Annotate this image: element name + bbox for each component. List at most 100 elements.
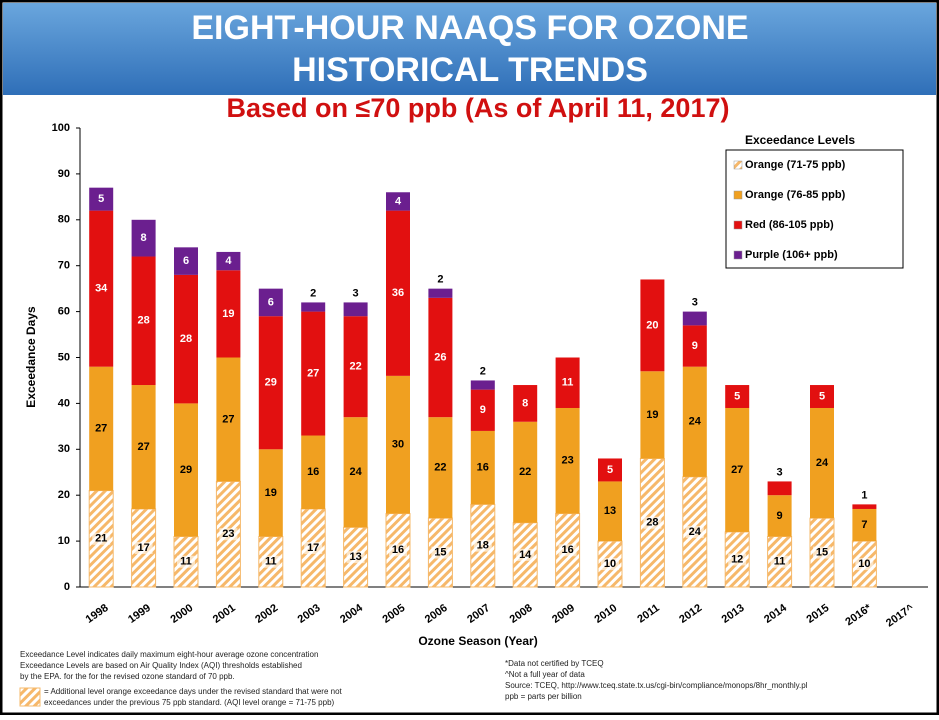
bar-segment xyxy=(682,366,707,477)
y-tick-label: 100 xyxy=(52,122,70,134)
data-label: 28 xyxy=(137,315,149,327)
data-label: 29 xyxy=(265,377,277,389)
label-bg xyxy=(685,525,704,538)
data-label: 22 xyxy=(434,462,446,474)
bar-segment xyxy=(216,357,241,482)
bar-segment xyxy=(386,375,410,514)
data-label: 16 xyxy=(392,544,404,556)
data-label: 15 xyxy=(434,546,446,558)
bar-segment xyxy=(301,311,326,436)
data-label: 4 xyxy=(225,255,232,267)
label-bg xyxy=(601,558,619,571)
data-label: 6 xyxy=(268,296,274,308)
data-label: 3 xyxy=(353,287,359,299)
y-tick-label: 10 xyxy=(58,535,70,547)
bar-segment xyxy=(258,449,283,537)
data-label: 27 xyxy=(95,423,107,435)
bar-segment xyxy=(258,288,283,317)
data-label: 11 xyxy=(180,556,192,568)
data-label: 9 xyxy=(777,510,783,522)
label-bg xyxy=(177,555,195,568)
label-bg xyxy=(92,532,111,545)
data-label: 3 xyxy=(692,297,698,309)
data-label: 2 xyxy=(437,274,443,286)
label-bg xyxy=(134,541,153,554)
data-label: 29 xyxy=(180,464,192,476)
data-label: 4 xyxy=(395,195,402,207)
data-label: 13 xyxy=(349,551,361,563)
data-label: 24 xyxy=(689,416,702,428)
bar-segment xyxy=(682,311,707,326)
bar-segment xyxy=(89,210,114,367)
data-label: 27 xyxy=(731,464,743,476)
data-label: 12 xyxy=(731,553,743,565)
bar-segment xyxy=(131,256,156,386)
bar-segment xyxy=(174,247,198,275)
footnote: = Additional level orange exceedance day… xyxy=(44,687,343,696)
bar-segment xyxy=(343,302,368,317)
data-label: 24 xyxy=(816,457,829,469)
bar-segment xyxy=(428,297,453,418)
footnotes: Exceedance Level indicates daily maximum… xyxy=(19,650,808,707)
data-label: 19 xyxy=(646,409,658,421)
data-label: 11 xyxy=(774,556,786,568)
data-label: 5 xyxy=(607,464,613,476)
legend-label: Purple (106+ ppb) xyxy=(745,249,838,261)
bar-segment xyxy=(470,389,495,431)
bar-segment xyxy=(301,302,326,312)
label-bg xyxy=(473,539,492,552)
data-label: 9 xyxy=(692,340,698,352)
data-label: 23 xyxy=(561,455,573,467)
bar-segment xyxy=(555,407,580,514)
data-label: 27 xyxy=(222,413,234,425)
x-axis-label: Ozone Season (Year) xyxy=(418,634,537,648)
bar-segment xyxy=(598,458,622,482)
title-line: HISTORICAL TRENDS xyxy=(292,51,648,89)
data-label: 14 xyxy=(519,549,532,561)
legend-label: Orange (71-75 ppb) xyxy=(745,159,846,171)
data-label: 18 xyxy=(477,540,489,552)
data-label: 15 xyxy=(816,546,828,558)
label-bg xyxy=(728,553,747,566)
data-label: 19 xyxy=(265,487,277,499)
bar-segment xyxy=(428,288,453,298)
legend-label: Red (86-105 ppb) xyxy=(745,219,834,231)
subtitle: Based on ≤70 ppb (As of April 11, 2017) xyxy=(227,93,730,123)
data-label: 23 xyxy=(222,528,234,540)
bar-segment xyxy=(852,508,877,542)
hatch-swatch xyxy=(19,687,41,707)
data-label: 19 xyxy=(222,308,234,320)
data-label: 16 xyxy=(307,466,319,478)
bar-segment xyxy=(428,417,453,519)
legend-box xyxy=(725,149,904,269)
bar-segment xyxy=(301,435,326,509)
footnote: Exceedance Level indicates daily maximum… xyxy=(20,650,318,659)
bar-segment xyxy=(640,371,665,459)
data-label: 16 xyxy=(477,462,489,474)
footnote: exceedances under the previous 75 ppb st… xyxy=(44,698,335,707)
label-bg xyxy=(770,555,789,568)
bar-segment xyxy=(555,357,580,408)
bar-segment xyxy=(131,385,156,509)
bar-segment xyxy=(852,504,877,509)
bar-segment xyxy=(386,192,410,211)
bar-segment xyxy=(810,407,834,519)
data-label: 7 xyxy=(861,519,867,531)
data-label: 2 xyxy=(480,365,486,377)
banner xyxy=(3,3,936,95)
y-tick-label: 80 xyxy=(58,214,70,226)
data-label: 11 xyxy=(562,377,574,389)
data-label: 9 xyxy=(480,404,486,416)
bar-segment xyxy=(470,430,495,505)
bar-segment xyxy=(216,251,241,271)
data-label: 13 xyxy=(604,505,616,517)
bar-segment xyxy=(131,219,156,257)
legend-label: Orange (76-85 ppb) xyxy=(745,189,846,201)
y-axis-label: Exceedance Days xyxy=(24,306,38,408)
data-label: 27 xyxy=(307,367,319,379)
data-label: 22 xyxy=(349,361,361,373)
bar-segment xyxy=(174,274,198,404)
data-label: 21 xyxy=(95,533,107,545)
